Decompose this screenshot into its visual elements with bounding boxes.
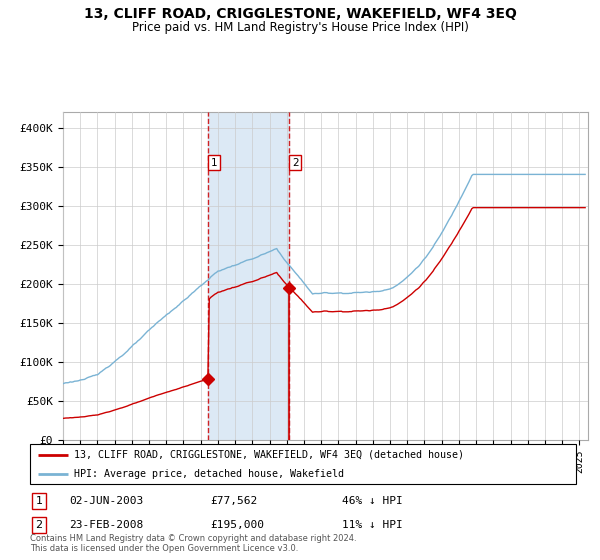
Text: HPI: Average price, detached house, Wakefield: HPI: Average price, detached house, Wake… bbox=[74, 469, 344, 479]
Text: £195,000: £195,000 bbox=[210, 520, 264, 530]
Text: Contains HM Land Registry data © Crown copyright and database right 2024.
This d: Contains HM Land Registry data © Crown c… bbox=[30, 534, 356, 553]
Text: 23-FEB-2008: 23-FEB-2008 bbox=[69, 520, 143, 530]
Text: 2: 2 bbox=[35, 520, 43, 530]
Text: 13, CLIFF ROAD, CRIGGLESTONE, WAKEFIELD, WF4 3EQ (detached house): 13, CLIFF ROAD, CRIGGLESTONE, WAKEFIELD,… bbox=[74, 450, 464, 460]
Text: 1: 1 bbox=[35, 496, 43, 506]
Text: £77,562: £77,562 bbox=[210, 496, 257, 506]
Text: 1: 1 bbox=[211, 158, 217, 168]
FancyBboxPatch shape bbox=[30, 444, 576, 484]
Text: Price paid vs. HM Land Registry's House Price Index (HPI): Price paid vs. HM Land Registry's House … bbox=[131, 21, 469, 34]
Text: 11% ↓ HPI: 11% ↓ HPI bbox=[342, 520, 403, 530]
Text: 46% ↓ HPI: 46% ↓ HPI bbox=[342, 496, 403, 506]
Text: 13, CLIFF ROAD, CRIGGLESTONE, WAKEFIELD, WF4 3EQ: 13, CLIFF ROAD, CRIGGLESTONE, WAKEFIELD,… bbox=[83, 7, 517, 21]
Text: 2: 2 bbox=[292, 158, 298, 168]
Text: 02-JUN-2003: 02-JUN-2003 bbox=[69, 496, 143, 506]
Bar bbox=[208, 112, 289, 440]
